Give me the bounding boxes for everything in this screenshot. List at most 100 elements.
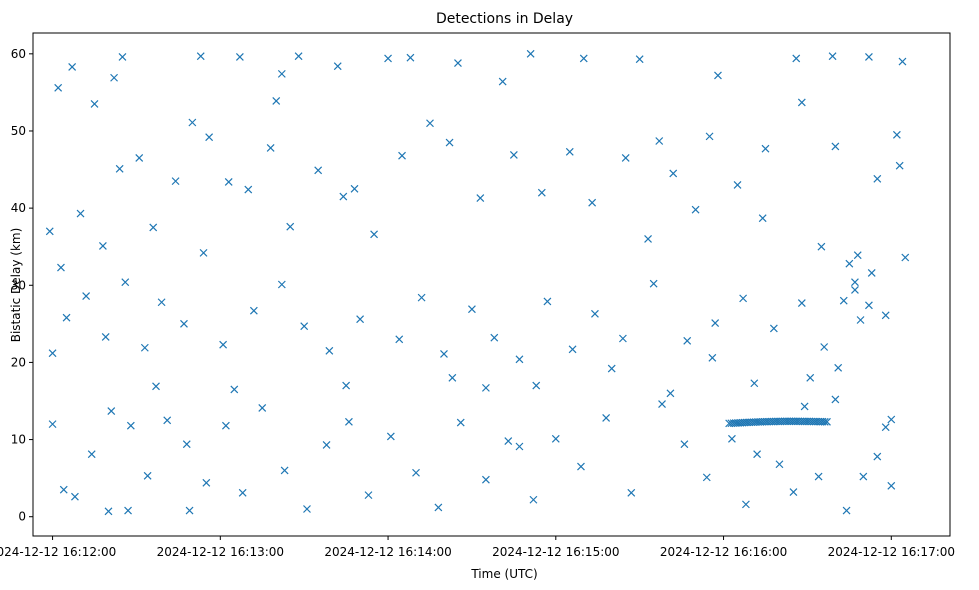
data-point — [196, 52, 205, 61]
data-point — [325, 346, 334, 355]
data-point — [658, 400, 666, 409]
data-point — [121, 278, 130, 287]
data-point — [577, 462, 585, 471]
y-axis-ticks: 0 10 20 30 40 50 60 — [11, 47, 33, 524]
data-point — [537, 188, 546, 197]
x-tick-label: 2024-12-12 16:16:00 — [660, 545, 787, 559]
data-point — [702, 473, 711, 482]
data-point — [300, 322, 309, 331]
data-point — [649, 279, 658, 288]
data-point — [356, 315, 365, 324]
y-tick-label: 40 — [11, 201, 26, 215]
data-point — [504, 437, 513, 446]
data-point — [607, 364, 616, 373]
data-point — [831, 395, 840, 404]
data-point — [440, 350, 448, 358]
data-point — [149, 223, 158, 232]
data-point — [817, 242, 826, 251]
data-point — [54, 83, 63, 92]
data-points — [45, 49, 910, 516]
data-point — [249, 306, 258, 315]
data-point — [820, 343, 829, 351]
data-point — [714, 71, 722, 80]
data-point — [551, 434, 560, 443]
data-point — [509, 150, 518, 159]
data-point — [277, 280, 286, 289]
data-point — [739, 294, 748, 303]
data-point — [851, 278, 859, 287]
data-point — [434, 503, 443, 512]
data-point — [834, 363, 843, 372]
data-point — [532, 381, 541, 390]
data-point — [90, 100, 99, 108]
data-point — [185, 506, 194, 515]
data-point — [881, 311, 890, 320]
data-point — [244, 185, 253, 194]
data-point — [853, 251, 862, 260]
data-point — [814, 472, 823, 481]
data-point — [224, 177, 233, 186]
data-point — [115, 164, 124, 173]
data-point — [370, 230, 379, 239]
data-point — [864, 52, 873, 61]
data-point — [339, 192, 348, 201]
data-point — [828, 52, 837, 61]
x-tick-label: 2024-12-12 16:14:00 — [324, 545, 451, 559]
data-point — [199, 248, 208, 257]
data-point — [845, 259, 854, 268]
data-point — [280, 466, 289, 475]
data-point — [680, 440, 689, 449]
data-point — [426, 119, 434, 128]
data-point — [202, 478, 211, 487]
data-point — [163, 416, 172, 425]
data-point — [887, 481, 896, 490]
data-point — [515, 442, 524, 451]
data-point — [205, 133, 214, 142]
data-point — [873, 174, 882, 183]
y-tick-label: 30 — [11, 278, 26, 292]
data-point — [797, 98, 806, 107]
data-point — [498, 77, 507, 86]
data-point — [711, 319, 720, 327]
data-point — [859, 472, 868, 481]
data-point — [412, 468, 420, 477]
data-point — [454, 59, 462, 68]
data-point — [277, 69, 286, 78]
data-point — [188, 118, 197, 127]
data-point — [728, 434, 736, 443]
data-point — [490, 333, 499, 342]
data-point — [322, 441, 331, 449]
data-point — [481, 383, 490, 392]
data-point — [406, 53, 415, 62]
data-point — [456, 418, 465, 427]
x-tick-label: 2024-12-12 16:15:00 — [492, 545, 619, 559]
data-point — [627, 488, 636, 497]
data-point — [895, 161, 904, 170]
data-point — [691, 205, 700, 214]
data-point — [157, 298, 166, 307]
data-point — [48, 349, 57, 358]
data-point — [635, 55, 644, 64]
data-point — [823, 417, 831, 426]
data-point — [831, 142, 840, 151]
data-point — [602, 414, 611, 422]
data-point — [476, 194, 485, 203]
data-point — [386, 432, 395, 441]
data-point — [775, 460, 784, 469]
data-point — [741, 500, 750, 509]
data-point — [342, 381, 351, 390]
data-point — [655, 137, 664, 145]
data-point — [644, 235, 652, 243]
data-point — [294, 52, 303, 61]
data-point — [143, 471, 152, 480]
data-point — [266, 144, 275, 152]
data-point — [898, 57, 907, 66]
data-point — [769, 324, 778, 333]
x-tick-label: 2024-12-12 16:17:00 — [828, 545, 955, 559]
data-point — [591, 309, 599, 318]
data-point — [565, 147, 574, 156]
data-point — [272, 96, 281, 105]
data-point — [753, 450, 762, 459]
